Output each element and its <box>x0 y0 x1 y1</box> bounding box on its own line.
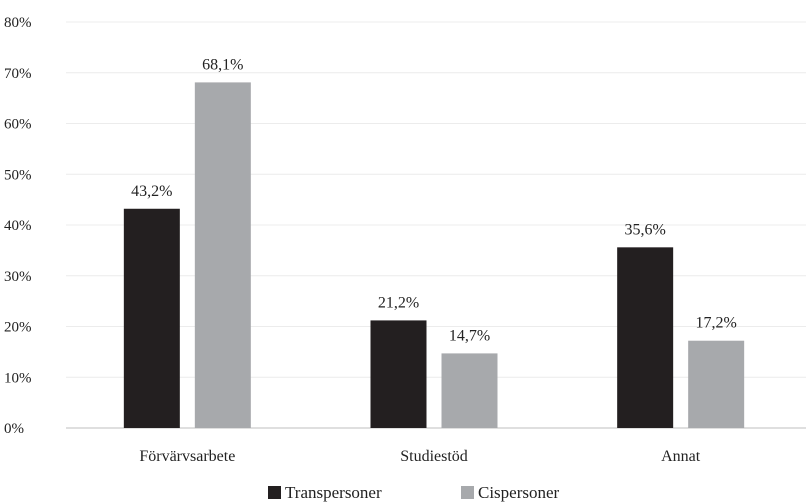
y-axis: 0% 10% 20% 30% 40% 50% 60% 70% 80% <box>4 15 32 437</box>
bar-cispersoner-2 <box>688 340 745 428</box>
legend-swatch-cispersoner <box>461 486 474 499</box>
legend-swatch-transpersoner <box>268 486 281 499</box>
y-tick-label: 50% <box>4 167 32 183</box>
x-category-label: Annat <box>661 448 701 465</box>
x-category-label: Studiestöd <box>400 448 468 465</box>
gridlines <box>66 21 806 429</box>
bar-transpersoner-0 <box>123 208 180 428</box>
data-label: 14,7% <box>449 327 490 344</box>
y-tick-label: 20% <box>4 320 32 336</box>
y-tick-label: 30% <box>4 269 32 285</box>
data-label: 17,2% <box>696 315 737 332</box>
y-tick-label: 60% <box>4 117 32 133</box>
data-label: 68,1% <box>202 56 243 73</box>
legend: Transpersoner Cispersoner <box>268 483 560 502</box>
y-tick-label: 0% <box>4 421 24 437</box>
data-labels: 43,2% 68,1% 21,2% 14,7% 35,6% 17,2% <box>131 56 737 344</box>
legend-label-cispersoner: Cispersoner <box>478 483 560 502</box>
bar-cispersoner-0 <box>194 82 251 428</box>
bar-cispersoner-1 <box>441 353 498 428</box>
legend-label-transpersoner: Transpersoner <box>285 483 382 502</box>
x-category-label: Förvärvsarbete <box>139 448 235 465</box>
bar-transpersoner-2 <box>617 247 674 428</box>
y-tick-label: 10% <box>4 370 32 386</box>
bar-transpersoner-1 <box>370 320 427 428</box>
data-label: 43,2% <box>131 183 172 200</box>
y-tick-label: 80% <box>4 15 32 31</box>
x-axis: Förvärvsarbete Studiestöd Annat <box>139 448 700 465</box>
y-tick-label: 70% <box>4 66 32 82</box>
y-tick-label: 40% <box>4 218 32 234</box>
data-label: 35,6% <box>625 221 666 238</box>
data-label: 21,2% <box>378 294 419 311</box>
bars <box>123 82 745 428</box>
